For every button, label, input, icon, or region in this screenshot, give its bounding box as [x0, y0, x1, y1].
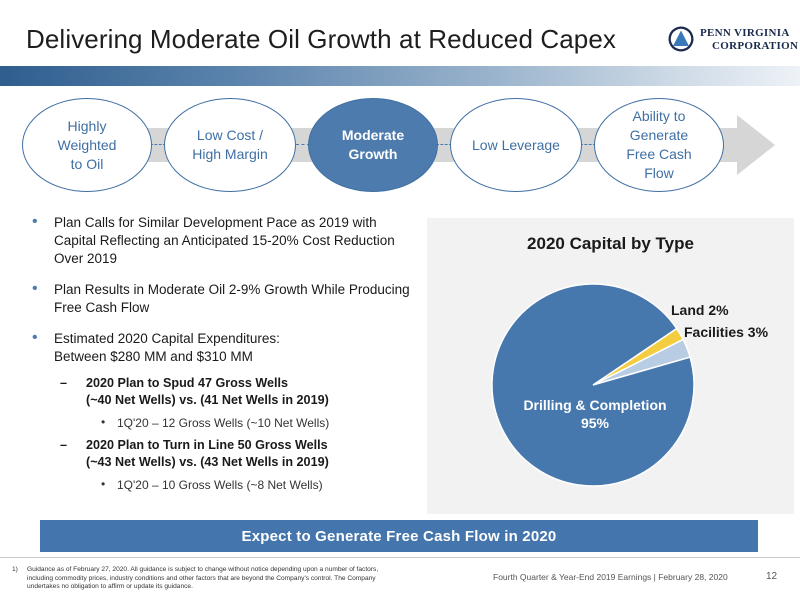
- sub-bullet-item: 2020 Plan to Spud 47 Gross Wells (~40 Ne…: [32, 375, 422, 409]
- pillar-low-leverage: Low Leverage: [450, 98, 582, 192]
- bullet-item: Estimated 2020 Capital Expenditures: Bet…: [32, 329, 422, 366]
- pillar-label-line: Generate: [629, 127, 689, 143]
- bullet-list: Plan Calls for Similar Development Pace …: [32, 213, 422, 499]
- sub-bullet-text: (~43 Net Wells) vs. (43 Net Wells in 201…: [86, 455, 329, 469]
- pillar-label-line: Flow: [644, 165, 674, 181]
- pillar-connector: [296, 144, 310, 145]
- pillar-connector: [580, 144, 596, 145]
- bullet-text: Estimated 2020 Capital Expenditures:: [54, 331, 280, 346]
- sub-sub-bullet-text: 1Q'20 – 12 Gross Wells (~10 Net Wells): [117, 416, 330, 430]
- pie-label: Drilling & Completion: [523, 397, 666, 413]
- pillar-label-line: High Margin: [192, 146, 268, 162]
- pillars-arrow-head: [737, 115, 775, 175]
- page-number: 12: [766, 571, 778, 582]
- logo-line-1: PENN VIRGINIA: [700, 27, 790, 39]
- pie-slice-drilling-completion: [491, 283, 695, 487]
- bullet-item: Plan Calls for Similar Development Pace …: [32, 213, 422, 268]
- pillar-label-line: Low Leverage: [472, 136, 560, 153]
- sub-bullet-text: (~40 Net Wells) vs. (41 Net Wells in 201…: [86, 393, 329, 407]
- pillar-label-line: to Oil: [70, 155, 104, 172]
- company-logo: PENN VIRGINIA CORPORATION: [668, 26, 798, 56]
- pillar-label-line: Moderate: [341, 127, 405, 143]
- chart-title: 2020 Capital by Type: [527, 234, 694, 253]
- pillar-label-line: Highly: [67, 117, 107, 134]
- pillar-label-line: Low Cost /: [196, 127, 264, 143]
- footnote-text: Guidance as of February 27, 2020. All gu…: [27, 566, 379, 590]
- bullet-item: Plan Results in Moderate Oil 2-9% Growth…: [32, 280, 422, 317]
- pie-chart: Land 2% Facilities 3% Drilling & Completio…: [491, 283, 769, 487]
- bullet-text: Plan Results in Moderate Oil 2-9% Growth…: [54, 282, 410, 315]
- footer-divider: [0, 557, 800, 558]
- pie-label: Land 2%: [671, 302, 729, 318]
- pillar-connector: [436, 144, 452, 145]
- sub-sub-bullet-text: 1Q'20 – 10 Gross Wells (~8 Net Wells): [117, 478, 323, 492]
- footnote-number: 1): [12, 566, 18, 573]
- sub-bullet-item: 2020 Plan to Turn in Line 50 Gross Wells…: [32, 437, 422, 471]
- sub-bullet-text: 2020 Plan to Spud 47 Gross Wells: [86, 376, 289, 390]
- triangle-emblem-icon: [668, 26, 694, 52]
- pillar-highly-weighted-to-oil: Highly Weighted to Oil: [22, 98, 152, 192]
- slide-title: Delivering Moderate Oil Growth at Reduce…: [26, 24, 616, 54]
- bullet-text: Between $280 MM and $310 MM: [54, 349, 253, 364]
- sub-bullet-text: 2020 Plan to Turn in Line 50 Gross Wells: [86, 438, 328, 452]
- pillar-label-line: Free Cash: [626, 146, 692, 162]
- capital-pie-chart-panel: 2020 Capital by Type Land 2% Facilities 3…: [427, 218, 794, 514]
- pillar-free-cash-flow: Ability to Generate Free Cash Flow: [594, 98, 724, 192]
- free-cash-flow-callout: Expect to Generate Free Cash Flow in 202…: [40, 520, 758, 552]
- logo-line-2: CORPORATION: [712, 40, 799, 52]
- bullet-text: Plan Calls for Similar Development Pace …: [54, 215, 395, 266]
- pillar-label-line: Ability to: [632, 108, 686, 124]
- sub-sub-bullet-item: 1Q'20 – 12 Gross Wells (~10 Net Wells): [32, 414, 422, 431]
- guidance-footnote: 1) Guidance as of February 27, 2020. All…: [12, 566, 402, 592]
- pillar-moderate-growth: Moderate Growth: [308, 98, 438, 192]
- pillar-connector: [150, 144, 166, 145]
- pie-value-label: 95%: [581, 415, 610, 431]
- footer-text: Fourth Quarter & Year-End 2019 Earnings …: [493, 572, 728, 582]
- sub-sub-bullet-item: 1Q'20 – 10 Gross Wells (~8 Net Wells): [32, 476, 422, 493]
- pie-label: Facilities 3%: [684, 324, 769, 340]
- pillar-label-line: Growth: [348, 146, 398, 162]
- pillar-label-line: Weighted: [57, 136, 117, 153]
- pillar-low-cost-high-margin: Low Cost / High Margin: [164, 98, 296, 192]
- header-gradient-band: [0, 66, 800, 86]
